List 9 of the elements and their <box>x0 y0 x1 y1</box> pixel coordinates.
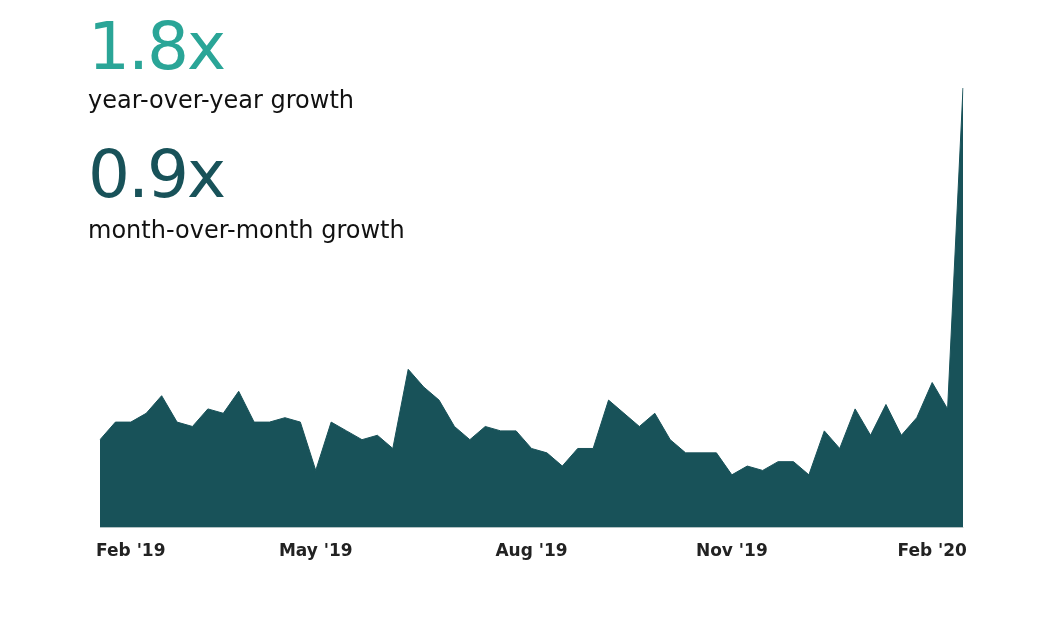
x-tick-label: Feb '19 <box>96 540 166 561</box>
x-tick-label: May '19 <box>278 540 353 561</box>
x-tick-label: Feb '20 <box>897 540 968 561</box>
chart-title: 1.8x <box>88 8 226 85</box>
annotation: month-over-month growth <box>88 216 405 244</box>
chart-subtitle: year-over-year growth <box>88 86 355 114</box>
annotation: 0.9x <box>88 136 226 213</box>
x-tick-label: Aug '19 <box>495 540 568 561</box>
x-tick-label: Nov '19 <box>695 540 768 561</box>
